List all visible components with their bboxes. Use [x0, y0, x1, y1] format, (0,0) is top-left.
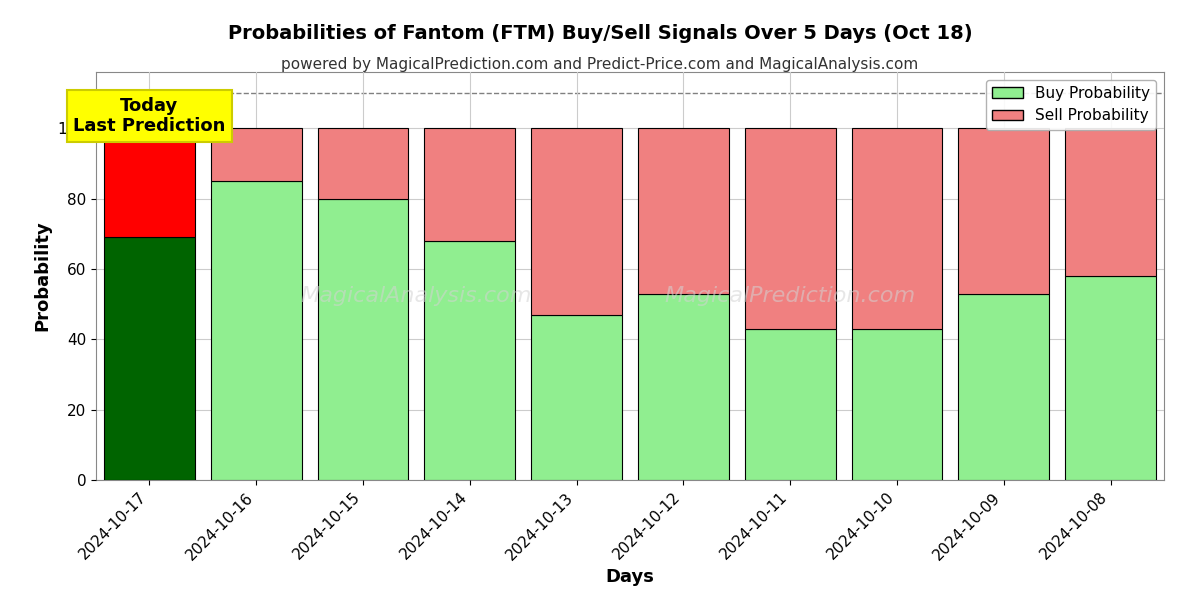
Bar	[211, 128, 301, 181]
Text: Probabilities of Fantom (FTM) Buy/Sell Signals Over 5 Days (Oct 18): Probabilities of Fantom (FTM) Buy/Sell S…	[228, 24, 972, 43]
Bar	[638, 293, 728, 480]
Y-axis label: Probability: Probability	[34, 221, 52, 331]
Bar	[211, 181, 301, 480]
Bar	[745, 329, 835, 480]
X-axis label: Days: Days	[606, 568, 654, 586]
Bar	[425, 128, 515, 241]
Bar	[1066, 276, 1156, 480]
Bar	[318, 128, 408, 199]
Text: MagicalPrediction.com: MagicalPrediction.com	[665, 286, 916, 307]
Bar	[104, 128, 194, 238]
Bar	[638, 128, 728, 293]
Bar	[532, 128, 622, 314]
Bar	[104, 238, 194, 480]
Text: Today
Last Prediction: Today Last Prediction	[73, 97, 226, 136]
Bar	[959, 128, 1049, 293]
Bar	[852, 128, 942, 329]
Text: MagicalAnalysis.com: MagicalAnalysis.com	[301, 286, 532, 307]
Bar	[425, 241, 515, 480]
Bar	[532, 314, 622, 480]
Bar	[852, 329, 942, 480]
Bar	[1066, 128, 1156, 276]
Bar	[745, 128, 835, 329]
Bar	[318, 199, 408, 480]
Legend: Buy Probability, Sell Probability: Buy Probability, Sell Probability	[986, 80, 1157, 130]
Bar	[959, 293, 1049, 480]
Text: powered by MagicalPrediction.com and Predict-Price.com and MagicalAnalysis.com: powered by MagicalPrediction.com and Pre…	[281, 57, 919, 72]
